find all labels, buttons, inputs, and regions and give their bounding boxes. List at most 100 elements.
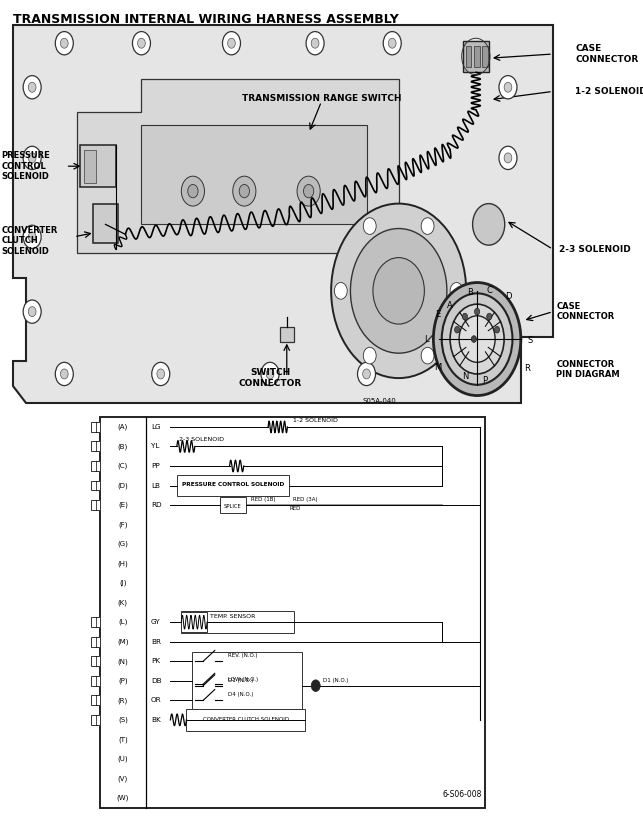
Bar bbox=[91, 617, 100, 627]
Text: 1-2 SOLENOID: 1-2 SOLENOID bbox=[575, 87, 643, 96]
Circle shape bbox=[297, 176, 320, 206]
Text: SPLICE: SPLICE bbox=[224, 504, 242, 509]
Circle shape bbox=[28, 307, 36, 317]
Circle shape bbox=[311, 38, 319, 48]
Circle shape bbox=[23, 76, 41, 99]
Text: (C): (C) bbox=[118, 463, 128, 470]
Text: (H): (H) bbox=[118, 560, 128, 567]
Text: E: E bbox=[435, 310, 440, 318]
Circle shape bbox=[181, 176, 204, 206]
Bar bbox=[100, 417, 485, 808]
Bar bbox=[91, 676, 100, 686]
Text: PP: PP bbox=[151, 463, 160, 469]
Text: D: D bbox=[505, 293, 512, 301]
Circle shape bbox=[421, 347, 434, 364]
Circle shape bbox=[152, 362, 170, 386]
Circle shape bbox=[188, 184, 198, 198]
Text: RED (1B): RED (1B) bbox=[251, 497, 275, 502]
Circle shape bbox=[28, 232, 36, 242]
Text: BK: BK bbox=[151, 717, 161, 723]
Circle shape bbox=[261, 362, 279, 386]
Text: B: B bbox=[467, 288, 473, 297]
Circle shape bbox=[475, 308, 480, 315]
Text: LG: LG bbox=[151, 424, 161, 430]
Text: (G): (G) bbox=[118, 541, 128, 548]
Text: (U): (U) bbox=[118, 755, 128, 762]
Circle shape bbox=[459, 316, 495, 362]
Text: (P): (P) bbox=[118, 677, 127, 684]
Circle shape bbox=[504, 82, 512, 92]
Text: M: M bbox=[434, 363, 441, 371]
Text: CASE
CONNECTOR: CASE CONNECTOR bbox=[575, 44, 638, 64]
Circle shape bbox=[23, 300, 41, 323]
Bar bbox=[91, 656, 100, 666]
Circle shape bbox=[450, 283, 463, 299]
Text: TRANSMISSION INTERNAL WIRING HARNESS ASSEMBLY: TRANSMISSION INTERNAL WIRING HARNESS ASS… bbox=[13, 13, 399, 27]
Bar bbox=[91, 441, 100, 451]
Text: OR: OR bbox=[151, 697, 162, 703]
Text: D1 (N.O.): D1 (N.O.) bbox=[323, 678, 349, 683]
Text: P: P bbox=[482, 376, 487, 385]
Circle shape bbox=[373, 258, 424, 324]
Bar bbox=[84, 150, 96, 183]
Bar bbox=[80, 145, 116, 187]
Text: PK: PK bbox=[151, 658, 160, 664]
Bar bbox=[91, 422, 100, 432]
Text: (V): (V) bbox=[118, 775, 128, 782]
Text: N: N bbox=[462, 372, 468, 381]
Text: (S): (S) bbox=[118, 716, 128, 723]
Circle shape bbox=[138, 38, 145, 48]
Bar bbox=[181, 612, 294, 633]
Text: RD: RD bbox=[151, 502, 162, 508]
Circle shape bbox=[132, 32, 150, 55]
Circle shape bbox=[499, 146, 517, 170]
Text: C: C bbox=[486, 286, 492, 294]
Text: (N): (N) bbox=[118, 658, 128, 665]
Text: (T): (T) bbox=[118, 736, 128, 743]
Bar bbox=[93, 204, 118, 243]
Bar bbox=[177, 475, 289, 496]
Text: CONVERTER
CLUTCH
SOLENOID: CONVERTER CLUTCH SOLENOID bbox=[1, 226, 58, 256]
Text: (B): (B) bbox=[118, 443, 128, 450]
Circle shape bbox=[358, 362, 376, 386]
Circle shape bbox=[60, 369, 68, 379]
Circle shape bbox=[23, 225, 41, 248]
Bar bbox=[220, 497, 246, 514]
Text: (D): (D) bbox=[118, 482, 128, 489]
Circle shape bbox=[55, 362, 73, 386]
Text: (A): (A) bbox=[118, 424, 128, 430]
Circle shape bbox=[334, 283, 347, 299]
Text: (R): (R) bbox=[118, 697, 128, 704]
Circle shape bbox=[421, 218, 434, 234]
Circle shape bbox=[462, 313, 467, 320]
Circle shape bbox=[442, 293, 512, 385]
Circle shape bbox=[303, 184, 314, 198]
Text: (M): (M) bbox=[117, 638, 129, 645]
Circle shape bbox=[60, 38, 68, 48]
Bar bbox=[186, 709, 305, 730]
PathPatch shape bbox=[13, 25, 553, 403]
Bar bbox=[141, 125, 367, 224]
Bar bbox=[91, 500, 100, 510]
Text: R: R bbox=[524, 365, 530, 373]
Text: (F): (F) bbox=[118, 521, 127, 528]
Text: A: A bbox=[447, 302, 453, 310]
Circle shape bbox=[239, 184, 249, 198]
Text: CONVERTER CLUTCH SOLENOID: CONVERTER CLUTCH SOLENOID bbox=[203, 716, 289, 721]
Circle shape bbox=[55, 32, 73, 55]
Circle shape bbox=[306, 32, 324, 55]
Text: (J): (J) bbox=[119, 580, 127, 587]
Circle shape bbox=[433, 283, 521, 396]
Bar bbox=[91, 715, 100, 725]
Circle shape bbox=[350, 229, 447, 353]
Text: D4 (N.O.): D4 (N.O.) bbox=[228, 692, 253, 697]
PathPatch shape bbox=[77, 79, 399, 253]
Text: 1-2 SOLENOID: 1-2 SOLENOID bbox=[293, 418, 338, 423]
Circle shape bbox=[363, 369, 370, 379]
Text: RED: RED bbox=[289, 506, 301, 511]
Circle shape bbox=[494, 327, 500, 333]
Bar bbox=[91, 461, 100, 471]
Circle shape bbox=[311, 680, 320, 691]
Circle shape bbox=[455, 327, 460, 333]
Bar bbox=[474, 46, 480, 67]
